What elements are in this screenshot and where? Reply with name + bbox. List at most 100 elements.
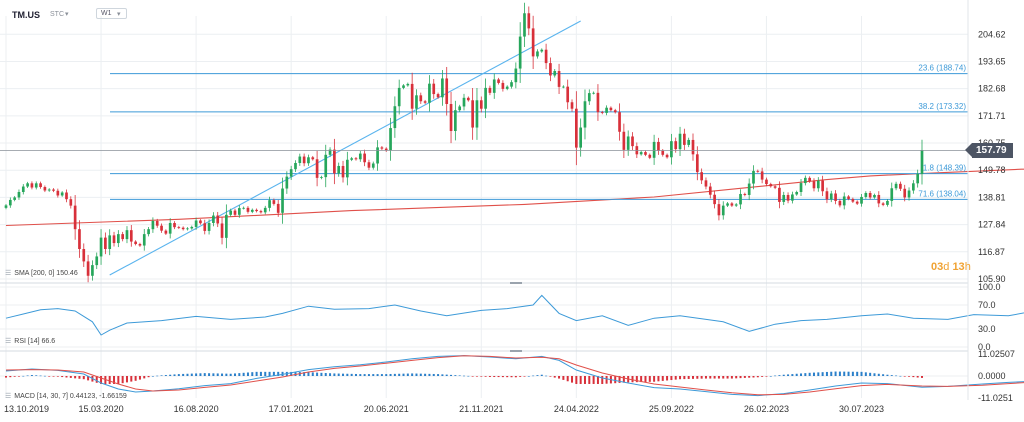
candle-body <box>752 170 755 184</box>
candle-body <box>791 194 794 201</box>
macd-histogram-bar <box>350 373 353 376</box>
candle-body <box>358 153 362 160</box>
macd-histogram-bar <box>851 371 854 376</box>
candle-body <box>466 97 470 101</box>
macd-histogram-bar <box>614 375 617 384</box>
macd-histogram-bar <box>514 375 517 378</box>
candle-body <box>281 188 284 213</box>
chevron-down-icon[interactable]: ▾ <box>117 11 121 18</box>
macd-histogram-bar <box>804 373 807 376</box>
macd-histogram-bar <box>532 375 535 377</box>
timeframe-select[interactable]: W1 <box>96 8 127 19</box>
candle-body <box>276 203 280 213</box>
candle-body <box>168 222 172 234</box>
macd-histogram-bar <box>156 375 159 377</box>
trendline[interactable] <box>109 20 581 276</box>
rsi-indicator-label[interactable]: ☰ RSI [14] 66.6 <box>5 337 55 345</box>
candle-body <box>346 159 349 178</box>
macd-histogram-bar <box>683 375 686 380</box>
symbol-label[interactable]: TM.US <box>12 10 40 20</box>
macd-histogram-bar <box>39 375 42 377</box>
macd-histogram-bar <box>402 373 405 376</box>
candle-body <box>445 78 449 104</box>
x-tick-label: 21.11.2021 <box>459 404 503 414</box>
candle-body <box>648 154 652 158</box>
macd-histogram-bar <box>795 373 798 376</box>
candle-body <box>212 215 215 223</box>
candle-body <box>91 265 94 276</box>
candle-body <box>829 193 833 200</box>
macd-histogram-bar <box>467 375 470 377</box>
candle-body <box>881 203 885 205</box>
y-tick-label: 171.71 <box>978 111 1006 121</box>
macd-histogram-bar <box>320 372 323 376</box>
candle-body <box>333 149 336 174</box>
candle-body <box>717 204 721 216</box>
macd-histogram-bar <box>13 375 16 377</box>
candle-body <box>441 78 444 98</box>
indicator-menu-icon[interactable]: ☰ <box>5 393 12 400</box>
macd-histogram-bar <box>411 373 414 376</box>
candle-body <box>816 180 820 189</box>
chevron-down-icon[interactable]: ▾ <box>65 11 69 18</box>
macd-histogram-bar <box>843 371 846 376</box>
macd-histogram-bar <box>808 372 811 376</box>
candle-body <box>695 154 699 173</box>
macd-histogram-bar <box>160 375 163 376</box>
candle-body <box>557 71 561 87</box>
sma-indicator-label[interactable]: ☰ SMA [200, 0] 150.46 <box>5 269 78 277</box>
candle-body <box>26 183 29 187</box>
macd-histogram-bar <box>190 373 193 376</box>
candle-body <box>868 192 872 198</box>
candle-body <box>773 186 777 188</box>
candle-body <box>285 176 289 189</box>
candle-body <box>393 106 397 129</box>
candle-body <box>795 191 799 195</box>
macd-histogram-bar <box>221 373 224 376</box>
fib-level-label: 38.2 (173.32) <box>918 102 966 111</box>
macd-histogram-bar <box>78 375 81 379</box>
candle-body <box>69 199 73 206</box>
candle-body <box>30 183 34 188</box>
candle-body <box>410 83 414 109</box>
macd-histogram-bar <box>195 373 198 376</box>
macd-histogram-bar <box>769 375 772 377</box>
macd-histogram-bar <box>704 375 707 379</box>
candle-body <box>47 189 51 191</box>
candle-body <box>242 207 245 209</box>
pane-separators[interactable] <box>0 0 969 400</box>
candle-countdown: 03d 13h <box>931 261 971 273</box>
candle-body <box>708 186 712 195</box>
candle-body <box>726 203 729 206</box>
trendline-layer[interactable] <box>109 20 581 276</box>
candle-body <box>903 188 907 198</box>
candle-body <box>177 227 181 228</box>
y-tick-label: 105.90 <box>978 274 1006 284</box>
candle-body <box>492 79 496 93</box>
candle-body <box>769 184 773 187</box>
countdown-days: 03 <box>931 261 944 273</box>
fibonacci-levels[interactable]: 23.6 (188.74) 38.2 (173.32) 1.8 (148.39) 71… <box>110 64 968 200</box>
candle-body <box>315 159 319 178</box>
rsi-tick-label: 70.0 <box>978 300 996 310</box>
macd-histogram-bar <box>147 375 150 378</box>
indicator-menu-icon[interactable]: ☰ <box>5 270 12 277</box>
macd-indicator-label[interactable]: ☰ MACD [14, 30, 7] 0.44123, -1.66159 <box>5 392 127 400</box>
countdown-hours-unit: h <box>964 261 971 273</box>
macd-histogram-bar <box>739 375 742 379</box>
macd-histogram-bar <box>536 375 539 376</box>
macd-histogram-bar <box>337 373 340 376</box>
market-tag[interactable]: STC <box>50 11 64 18</box>
macd-histogram-bar <box>506 375 509 378</box>
macd-histogram-bar <box>130 375 133 382</box>
candle-body <box>700 172 703 181</box>
candle-body <box>808 177 811 182</box>
candle-body <box>799 183 803 192</box>
indicator-menu-icon[interactable]: ☰ <box>5 338 12 345</box>
candle-body <box>678 133 682 150</box>
candle-body <box>454 110 457 132</box>
macd-histogram-bar <box>17 375 20 377</box>
x-tick-label: 25.09.2022 <box>649 404 694 414</box>
candle-body <box>670 141 673 158</box>
